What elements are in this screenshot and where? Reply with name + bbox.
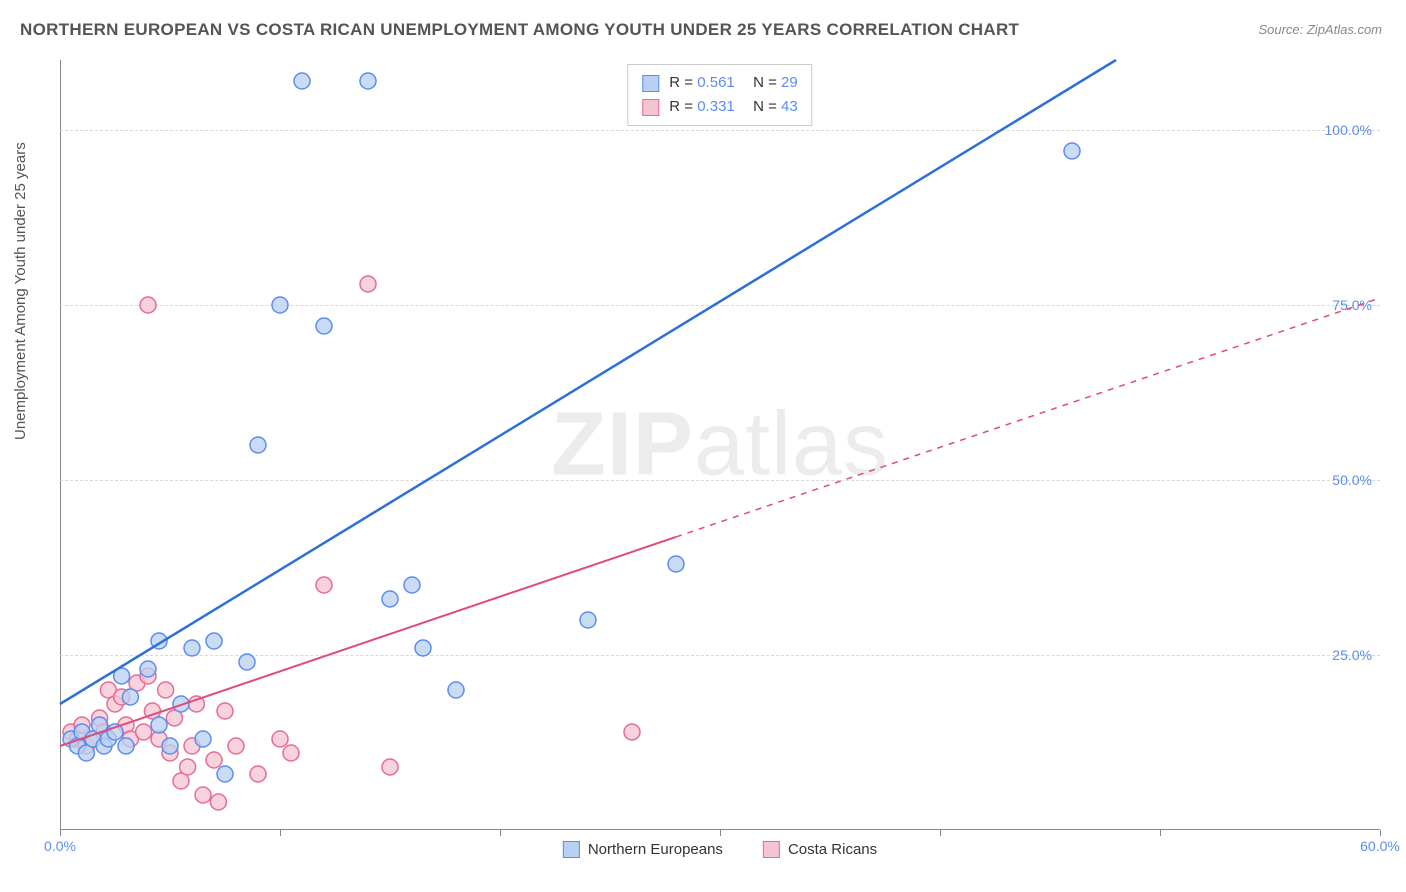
x-tick [280, 830, 281, 836]
legend-label: Northern Europeans [588, 841, 723, 858]
scatter-point [580, 612, 596, 628]
scatter-point [316, 577, 332, 593]
scatter-point [217, 703, 233, 719]
scatter-point [151, 717, 167, 733]
scatter-point [382, 759, 398, 775]
scatter-point [316, 318, 332, 334]
scatter-point [206, 752, 222, 768]
x-tick [720, 830, 721, 836]
scatter-point [294, 73, 310, 89]
scatter-point [283, 745, 299, 761]
x-tick-label: 60.0% [1360, 838, 1400, 854]
scatter-point [382, 591, 398, 607]
legend-swatch [763, 841, 780, 858]
scatter-point [217, 766, 233, 782]
y-axis-label: Unemployment Among Youth under 25 years [12, 142, 29, 440]
trend-line [60, 60, 1116, 704]
scatter-point [158, 682, 174, 698]
legend-item: Northern Europeans [563, 841, 723, 858]
x-tick [1380, 830, 1381, 836]
scatter-point [162, 738, 178, 754]
scatter-point [415, 640, 431, 656]
chart-svg [60, 60, 1380, 830]
legend-label: Costa Ricans [788, 841, 877, 858]
scatter-point [448, 682, 464, 698]
scatter-point [122, 689, 138, 705]
scatter-point [624, 724, 640, 740]
scatter-point [195, 787, 211, 803]
x-tick [60, 830, 61, 836]
scatter-point [140, 297, 156, 313]
scatter-point [206, 633, 222, 649]
x-tick [940, 830, 941, 836]
source-attribution: Source: ZipAtlas.com [1258, 22, 1382, 37]
scatter-point [250, 766, 266, 782]
x-tick [1160, 830, 1161, 836]
x-tick-label: 0.0% [44, 838, 76, 854]
scatter-point [180, 759, 196, 775]
scatter-point [195, 731, 211, 747]
scatter-point [1064, 143, 1080, 159]
chart-title: NORTHERN EUROPEAN VS COSTA RICAN UNEMPLO… [20, 20, 1019, 40]
series-legend: Northern Europeans Costa Ricans [563, 841, 877, 858]
scatter-point [272, 297, 288, 313]
legend-swatch [563, 841, 580, 858]
scatter-point [228, 738, 244, 754]
scatter-point [272, 731, 288, 747]
scatter-point [140, 661, 156, 677]
scatter-point [239, 654, 255, 670]
scatter-point [360, 276, 376, 292]
scatter-point [360, 73, 376, 89]
scatter-point [136, 724, 152, 740]
scatter-point [210, 794, 226, 810]
scatter-point [250, 437, 266, 453]
chart-plot-area: ZIPatlas R = 0.561 N = 29R = 0.331 N = 4… [60, 60, 1380, 830]
trend-line-dashed [676, 298, 1380, 537]
scatter-point [404, 577, 420, 593]
scatter-point [184, 640, 200, 656]
scatter-point [118, 738, 134, 754]
x-tick [500, 830, 501, 836]
scatter-point [668, 556, 684, 572]
legend-item: Costa Ricans [763, 841, 877, 858]
